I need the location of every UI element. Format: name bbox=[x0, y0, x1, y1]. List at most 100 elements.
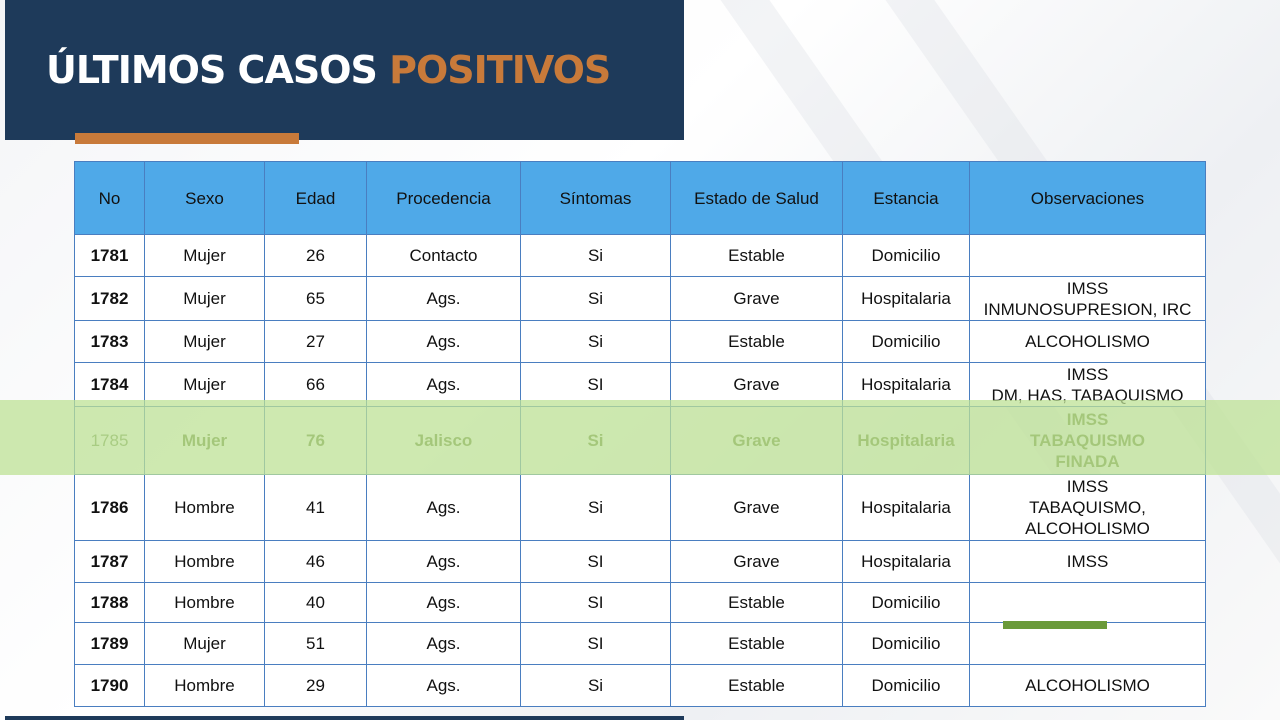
table-cell: Domicilio bbox=[842, 664, 970, 707]
table-row: 1788 Hombre 40 Ags. SI Estable Domicilio bbox=[74, 582, 1206, 623]
column-header: Procedencia bbox=[366, 161, 521, 235]
table-cell: Mujer bbox=[144, 622, 265, 665]
table-cell: Hombre bbox=[144, 540, 265, 583]
table-cell: Mujer bbox=[144, 234, 265, 277]
table-cell: Si bbox=[520, 406, 671, 475]
table-cell: 1789 bbox=[74, 622, 145, 665]
table-cell: Domicilio bbox=[842, 320, 970, 363]
table-cell: Si bbox=[520, 474, 671, 541]
table-cell: Estable bbox=[670, 234, 843, 277]
table-cell: Hospitalaria bbox=[842, 406, 970, 475]
table-cell: IMSS DM, HAS, TABAQUISMO bbox=[969, 362, 1206, 407]
table-cell: 51 bbox=[264, 622, 367, 665]
table-row: 1786 Hombre 41 Ags. Si Grave Hospitalaria IMSS … bbox=[74, 474, 1206, 541]
table-cell: Mujer bbox=[144, 362, 265, 407]
table-cell: Mujer bbox=[144, 320, 265, 363]
table-cell bbox=[969, 622, 1206, 665]
table-cell: Estable bbox=[670, 320, 843, 363]
table-cell: Si bbox=[520, 234, 671, 277]
title-white: ÚLTIMOS CASOS bbox=[46, 48, 390, 92]
table-cell: Grave bbox=[670, 474, 843, 541]
table-header-row: No Sexo Edad Procedencia Síntomas Estado de S… bbox=[74, 161, 1206, 235]
table-cell: Hospitalaria bbox=[842, 474, 970, 541]
table-cell: Hombre bbox=[144, 664, 265, 707]
table-cell: IMSS bbox=[969, 540, 1206, 583]
table-cell: 29 bbox=[264, 664, 367, 707]
table-cell: Ags. bbox=[366, 362, 521, 407]
table-row: 1785 Mujer 76 Jalisco Si Grave Hospitalaria IMS… bbox=[74, 406, 1206, 475]
page-title: ÚLTIMOS CASOS POSITIVOS bbox=[46, 48, 611, 92]
table-cell: SI bbox=[520, 622, 671, 665]
table-cell: 40 bbox=[264, 582, 367, 623]
table-cell: SI bbox=[520, 582, 671, 623]
column-header: No bbox=[74, 161, 145, 235]
green-marker bbox=[1003, 621, 1107, 629]
table-cell: Ags. bbox=[366, 474, 521, 541]
table-cell: IMSS TABAQUISMO, ALCOHOLISMO bbox=[969, 474, 1206, 541]
column-header: Edad bbox=[264, 161, 367, 235]
column-header: Síntomas bbox=[520, 161, 671, 235]
table-cell: 1787 bbox=[74, 540, 145, 583]
bottom-bar bbox=[5, 716, 684, 720]
table-cell: Domicilio bbox=[842, 234, 970, 277]
column-header: Observaciones bbox=[969, 161, 1206, 235]
table-row: 1782 Mujer 65 Ags. Si Grave Hospitalaria IMSS I… bbox=[74, 276, 1206, 321]
table-cell: Hombre bbox=[144, 582, 265, 623]
table-cell: Estable bbox=[670, 622, 843, 665]
table-cell: Ags. bbox=[366, 276, 521, 321]
table-cell: SI bbox=[520, 540, 671, 583]
table-cell: Ags. bbox=[366, 582, 521, 623]
table-cell: 41 bbox=[264, 474, 367, 541]
table-cell: 65 bbox=[264, 276, 367, 321]
table-cell: 1783 bbox=[74, 320, 145, 363]
table-row: 1790 Hombre 29 Ags. Si Estable Domicilio ALCOHO… bbox=[74, 664, 1206, 707]
table-cell: 46 bbox=[264, 540, 367, 583]
table-cell: SI bbox=[520, 362, 671, 407]
table-cell: Si bbox=[520, 664, 671, 707]
table-cell: Jalisco bbox=[366, 406, 521, 475]
table-cell: Ags. bbox=[366, 664, 521, 707]
table-row: 1781 Mujer 26 Contacto Si Estable Domicilio bbox=[74, 234, 1206, 277]
table-cell: ALCOHOLISMO bbox=[969, 664, 1206, 707]
table-cell: Hombre bbox=[144, 474, 265, 541]
table-cell: Grave bbox=[670, 276, 843, 321]
table-cell: 1790 bbox=[74, 664, 145, 707]
table-cell: IMSS TABAQUISMO FINADA bbox=[969, 406, 1206, 475]
table-cell: Si bbox=[520, 320, 671, 363]
table-row: 1783 Mujer 27 Ags. Si Estable Domicilio ALCOHOL… bbox=[74, 320, 1206, 363]
table-cell: 66 bbox=[264, 362, 367, 407]
table-cell bbox=[969, 582, 1206, 623]
table-cell: Grave bbox=[670, 406, 843, 475]
table-cell: Ags. bbox=[366, 622, 521, 665]
table-cell: Estable bbox=[670, 582, 843, 623]
table-cell: 27 bbox=[264, 320, 367, 363]
table-cell: Domicilio bbox=[842, 622, 970, 665]
table-cell: Grave bbox=[670, 362, 843, 407]
title-banner bbox=[5, 0, 684, 140]
column-header: Estado de Salud bbox=[670, 161, 843, 235]
table-cell: 76 bbox=[264, 406, 367, 475]
table-cell: ALCOHOLISMO bbox=[969, 320, 1206, 363]
table-cell: Mujer bbox=[144, 276, 265, 321]
table-cell: 1784 bbox=[74, 362, 145, 407]
table-cell: Ags. bbox=[366, 320, 521, 363]
table-cell: Domicilio bbox=[842, 582, 970, 623]
table-cell: 26 bbox=[264, 234, 367, 277]
table-cell: Ags. bbox=[366, 540, 521, 583]
table-cell: Grave bbox=[670, 540, 843, 583]
table-cell: 1785 bbox=[74, 406, 145, 475]
table-cell: Estable bbox=[670, 664, 843, 707]
table-cell: 1781 bbox=[74, 234, 145, 277]
table-cell: Hospitalaria bbox=[842, 276, 970, 321]
table-cell: Si bbox=[520, 276, 671, 321]
table-cell: Hospitalaria bbox=[842, 362, 970, 407]
column-header: Sexo bbox=[144, 161, 265, 235]
table-cell: IMSS INMUNOSUPRESION, IRC bbox=[969, 276, 1206, 321]
table-row: 1787 Hombre 46 Ags. SI Grave Hospitalaria IMSS bbox=[74, 540, 1206, 583]
table-cell: 1782 bbox=[74, 276, 145, 321]
table-cell: Mujer bbox=[144, 406, 265, 475]
table-cell: Contacto bbox=[366, 234, 521, 277]
table-row: 1784 Mujer 66 Ags. SI Grave Hospitalaria IMSS D… bbox=[74, 362, 1206, 407]
table-cell: 1786 bbox=[74, 474, 145, 541]
column-header: Estancia bbox=[842, 161, 970, 235]
